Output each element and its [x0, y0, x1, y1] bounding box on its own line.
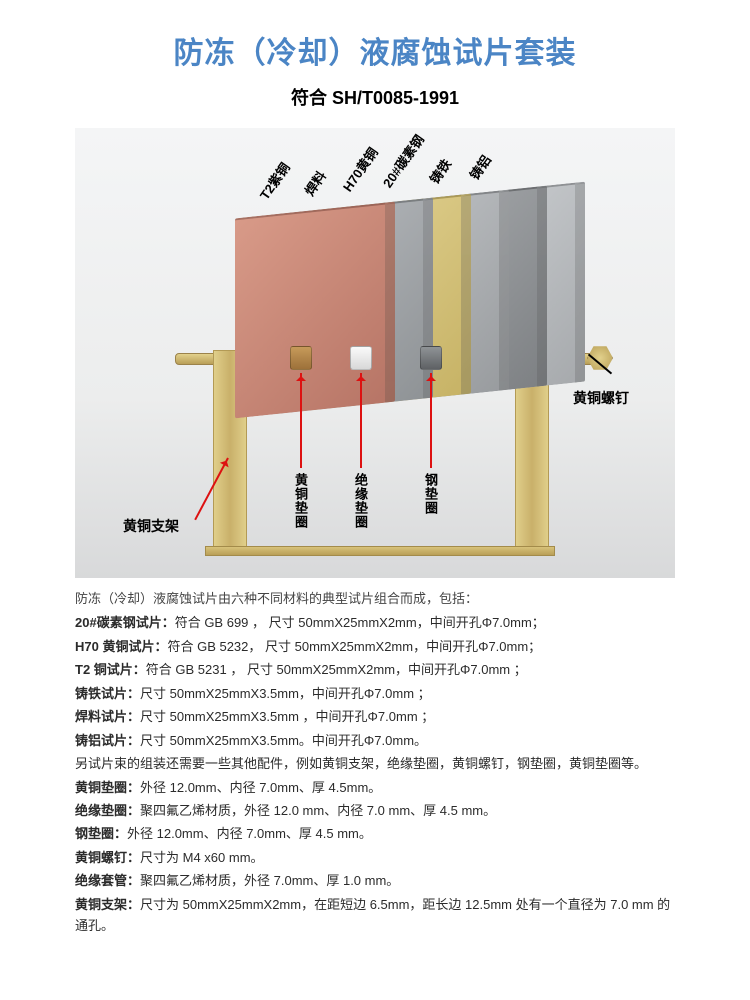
spec-text: 防冻（冷却）液腐蚀试片由六种不同材料的典型试片组合而成，包括： 20#碳素钢试片… — [75, 588, 675, 937]
callout-steel-washer: 钢垫圈 — [421, 473, 440, 515]
arrow-steel-washer — [430, 373, 432, 468]
callout-stand: 黄铜支架 — [123, 516, 179, 536]
spec-item-1: H70 黄铜试片：符合 GB 5232， 尺寸 50mmX25mmX2mm，中间… — [75, 636, 675, 657]
spec-extra-3: 黄铜螺钉：尺寸为 M4 x60 mm。 — [75, 847, 675, 868]
arrow-insulation-washer — [360, 373, 362, 468]
spacer-steel — [420, 346, 442, 370]
spacer-brass — [290, 346, 312, 370]
spacer-insulation — [350, 346, 372, 370]
spec-item-4: 焊料试片：尺寸 50mmX25mmX3.5mm ，中间开孔Φ7.0mm ； — [75, 706, 675, 727]
arrow-brass-washer — [300, 373, 302, 468]
plate-group — [235, 188, 535, 408]
label-cast-aluminum: 铸铝 — [464, 151, 494, 183]
callout-brass-washer: 黄铜垫圈 — [291, 473, 310, 529]
label-cast-iron: 铸铁 — [424, 155, 454, 187]
spec-extra-4: 绝缘套管：聚四氟乙烯材质，外径 7.0mm、厚 1.0 mm。 — [75, 870, 675, 891]
callout-ins-washer: 绝缘垫圈 — [351, 473, 370, 529]
stand-base — [205, 546, 555, 556]
spec-item-2: T2 铜试片：符合 GB 5231 ， 尺寸 50mmX25mmX2mm，中间开… — [75, 659, 675, 680]
label-20-carbon-steel: 20#碳素钢 — [377, 130, 427, 191]
spec-extra-1: 绝缘垫圈：聚四氟乙烯材质，外径 12.0 mm、内径 7.0 mm、厚 4.5 … — [75, 800, 675, 821]
spec-extra-5: 黄铜支架：尺寸为 50mmX25mmX2mm，在距短边 6.5mm，距长边 12… — [75, 894, 675, 937]
spec-extra-2: 钢垫圈：外径 12.0mm、内径 7.0mm、厚 4.5 mm。 — [75, 823, 675, 844]
diagram: T2紫铜 焊料 H70黄铜 20#碳素钢 铸铁 铸铝 黄铜支架 黄铜垫圈 绝缘垫… — [75, 128, 675, 578]
plate-copper-t2 — [235, 202, 395, 419]
callout-brass-screw: 黄铜螺钉 — [573, 388, 629, 408]
spec-item-3: 铸铁试片：尺寸 50mmX25mmX3.5mm，中间开孔Φ7.0mm ； — [75, 683, 675, 704]
spec-item-5: 铸铝试片：尺寸 50mmX25mmX3.5mm。中间开孔Φ7.0mm。 — [75, 730, 675, 751]
spec-lead: 防冻（冷却）液腐蚀试片由六种不同材料的典型试片组合而成，包括： — [75, 588, 675, 609]
spec-extra-0: 黄铜垫圈：外径 12.0mm、内径 7.0mm、厚 4.5mm。 — [75, 777, 675, 798]
page-subtitle: 符合 SH/T0085-1991 — [0, 84, 750, 110]
spec-item-0: 20#碳素钢试片：符合 GB 699 ， 尺寸 50mmX25mmX2mm，中间… — [75, 612, 675, 633]
spec-extra-lead: 另试片束的组装还需要一些其他配件，例如黄铜支架，绝缘垫圈，黄铜螺钉，钢垫圈，黄铜… — [75, 753, 675, 774]
page-title: 防冻（冷却）液腐蚀试片套装 — [0, 0, 750, 72]
